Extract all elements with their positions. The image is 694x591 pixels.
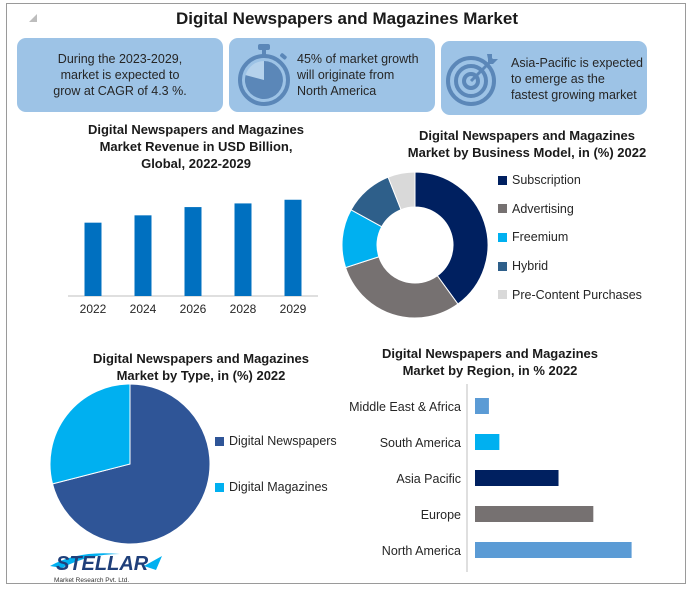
region-bar-south-america xyxy=(475,434,500,450)
pie-legend-digital-magazines: Digital Magazines xyxy=(215,480,328,494)
target-icon xyxy=(446,54,498,106)
logo-tagline: Market Research Pvt. Ltd. xyxy=(54,577,129,584)
info-apac-line-2: to emerge as the xyxy=(511,72,605,86)
info-na-line-2: will originate from xyxy=(297,68,395,82)
region-bar-asia-pacific xyxy=(475,470,559,486)
region-label-europe: Europe xyxy=(421,508,461,522)
region-chart-title: Digital Newspapers and Magazines Market … xyxy=(365,345,615,379)
revenue-tick-2022: 2022 xyxy=(80,302,107,316)
main-title: Digital Newspapers and Magazines Market xyxy=(176,9,518,28)
legend-label: Subscription xyxy=(512,173,581,187)
donut-legend-subscription: Subscription xyxy=(498,173,581,187)
logo-name: STELLAR xyxy=(56,553,149,575)
donut-legend-hybrid: Hybrid xyxy=(498,259,548,273)
business-model-chart-title: Digital Newspapers and Magazines Market … xyxy=(392,127,662,161)
legend-swatch xyxy=(215,436,224,446)
region-label-south-america: South America xyxy=(380,436,461,450)
revenue-title-line-3: Global, 2022-2029 xyxy=(141,156,251,171)
donut-legend-pre-content-purchases: Pre-Content Purchases xyxy=(498,288,642,302)
legend-label: Advertising xyxy=(512,201,574,216)
revenue-bar-2022 xyxy=(84,222,102,296)
revenue-bar-2029 xyxy=(284,199,302,296)
business-title-line-2: Market by Business Model, in (%) 2022 xyxy=(407,145,647,160)
legend-label: Freemium xyxy=(512,230,569,245)
donut-legend-freemium: Freemium xyxy=(498,230,568,244)
legend-swatch xyxy=(498,204,507,214)
legend-swatch xyxy=(498,261,507,271)
pie-slice-digital-magazines xyxy=(49,383,131,485)
legend-label: Pre-Content Purchases xyxy=(512,287,642,302)
region-bar-europe xyxy=(475,506,594,522)
business-model-donut-chart xyxy=(341,171,489,319)
region-bar-north-america xyxy=(475,542,632,558)
type-pie-chart xyxy=(49,383,211,545)
pie-slice-digital-newspapers xyxy=(51,383,211,545)
info-na-line-3: North America xyxy=(297,84,377,98)
region-title-line-1: Digital Newspapers and Magazines xyxy=(381,346,598,361)
info-box-cagr: During the 2023-2029, market is expected… xyxy=(17,38,223,112)
region-title-line-2: Market by Region, in % 2022 xyxy=(402,363,578,378)
revenue-title-line-1: Digital Newspapers and Magazines xyxy=(87,122,304,137)
revenue-bar-chart: 2022 2024 2026 2028 2029 xyxy=(68,199,318,316)
donut-slice-pre-content-purchases xyxy=(387,171,416,211)
revenue-chart-title: Digital Newspapers and Magazines Market … xyxy=(66,121,326,172)
info-box-asia-pacific: Asia-Pacific is expected to emerge as th… xyxy=(441,41,647,115)
legend-label: Digital Newspapers xyxy=(229,434,337,448)
legend-swatch xyxy=(215,482,224,492)
infographic-frame xyxy=(6,3,686,584)
legend-swatch xyxy=(498,232,507,242)
revenue-tick-2026: 2026 xyxy=(180,302,207,316)
type-chart-title: Digital Newspapers and Magazines Market … xyxy=(70,350,332,384)
revenue-tick-2028: 2028 xyxy=(230,302,257,316)
info-cagr-line-1: During the 2023-2029, xyxy=(57,52,183,66)
info-cagr-line-3: grow at CAGR of 4.3 %. xyxy=(53,84,187,98)
donut-slice-advertising xyxy=(344,256,459,319)
pie-legend-digital-newspapers: Digital Newspapers xyxy=(215,434,337,448)
region-bar-middle-east-africa xyxy=(475,398,489,414)
legend-label: Hybrid xyxy=(512,259,549,274)
region-label-asia-pacific: Asia Pacific xyxy=(396,472,461,486)
revenue-bar-2024 xyxy=(134,215,152,296)
revenue-bar-2026 xyxy=(184,207,202,296)
region-bar-chart: Middle East & Africa South America Asia Pa… xyxy=(349,384,632,572)
type-title-line-1: Digital Newspapers and Magazines xyxy=(92,351,309,366)
stellar-logo: STELLAR Market Research Pvt. Ltd. xyxy=(50,553,162,584)
corner-marker xyxy=(29,14,37,22)
revenue-tick-2024: 2024 xyxy=(130,302,157,316)
info-apac-line-1: Asia-Pacific is expected xyxy=(511,56,644,70)
info-cagr-line-2: market is expected to xyxy=(60,68,180,82)
region-label-middle-east-africa: Middle East & Africa xyxy=(349,400,461,414)
info-box-north-america: 45% of market growth will originate from… xyxy=(229,38,435,112)
revenue-title-line-2: Market Revenue in USD Billion, xyxy=(99,139,293,154)
info-na-line-1: 45% of market growth xyxy=(297,52,419,66)
region-label-north-america: North America xyxy=(382,544,461,558)
info-apac-line-3: fastest growing market xyxy=(511,88,637,102)
legend-swatch xyxy=(498,175,507,185)
type-title-line-2: Market by Type, in (%) 2022 xyxy=(116,368,286,383)
donut-legend-advertising: Advertising xyxy=(498,202,574,216)
revenue-tick-2029: 2029 xyxy=(280,302,307,316)
donut-slice-subscription xyxy=(414,171,489,305)
legend-swatch xyxy=(498,290,507,300)
business-title-line-1: Digital Newspapers and Magazines xyxy=(418,128,635,143)
legend-label: Digital Magazines xyxy=(229,480,328,494)
stopwatch-icon xyxy=(238,44,290,106)
revenue-bar-2028 xyxy=(234,203,252,296)
